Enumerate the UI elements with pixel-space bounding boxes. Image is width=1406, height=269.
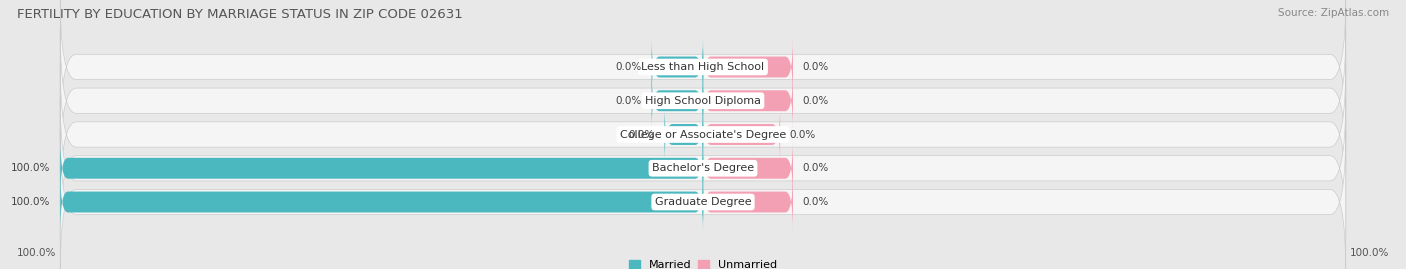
- FancyBboxPatch shape: [703, 104, 780, 165]
- Text: 0.0%: 0.0%: [803, 197, 830, 207]
- FancyBboxPatch shape: [60, 172, 703, 232]
- Text: 100.0%: 100.0%: [11, 163, 51, 173]
- FancyBboxPatch shape: [651, 71, 703, 131]
- FancyBboxPatch shape: [703, 138, 793, 198]
- Text: 100.0%: 100.0%: [1350, 248, 1389, 258]
- Text: College or Associate's Degree: College or Associate's Degree: [620, 129, 786, 140]
- FancyBboxPatch shape: [703, 172, 793, 232]
- Text: Bachelor's Degree: Bachelor's Degree: [652, 163, 754, 173]
- Text: High School Diploma: High School Diploma: [645, 96, 761, 106]
- Text: FERTILITY BY EDUCATION BY MARRIAGE STATUS IN ZIP CODE 02631: FERTILITY BY EDUCATION BY MARRIAGE STATU…: [17, 8, 463, 21]
- FancyBboxPatch shape: [665, 104, 703, 165]
- Text: 0.0%: 0.0%: [803, 163, 830, 173]
- FancyBboxPatch shape: [703, 71, 793, 131]
- Text: 0.0%: 0.0%: [628, 129, 655, 140]
- Text: 0.0%: 0.0%: [803, 96, 830, 106]
- FancyBboxPatch shape: [651, 37, 703, 97]
- Legend: Married, Unmarried: Married, Unmarried: [628, 260, 778, 269]
- FancyBboxPatch shape: [60, 0, 1346, 139]
- Text: Graduate Degree: Graduate Degree: [655, 197, 751, 207]
- Text: Source: ZipAtlas.com: Source: ZipAtlas.com: [1278, 8, 1389, 18]
- FancyBboxPatch shape: [60, 63, 1346, 206]
- Text: Less than High School: Less than High School: [641, 62, 765, 72]
- Text: 100.0%: 100.0%: [17, 248, 56, 258]
- Text: 0.0%: 0.0%: [803, 62, 830, 72]
- FancyBboxPatch shape: [60, 138, 703, 198]
- Text: 0.0%: 0.0%: [616, 62, 643, 72]
- FancyBboxPatch shape: [60, 29, 1346, 172]
- Text: 100.0%: 100.0%: [11, 197, 51, 207]
- FancyBboxPatch shape: [703, 37, 793, 97]
- Text: 0.0%: 0.0%: [790, 129, 815, 140]
- FancyBboxPatch shape: [60, 130, 1346, 269]
- FancyBboxPatch shape: [60, 97, 1346, 240]
- Text: 0.0%: 0.0%: [616, 96, 643, 106]
